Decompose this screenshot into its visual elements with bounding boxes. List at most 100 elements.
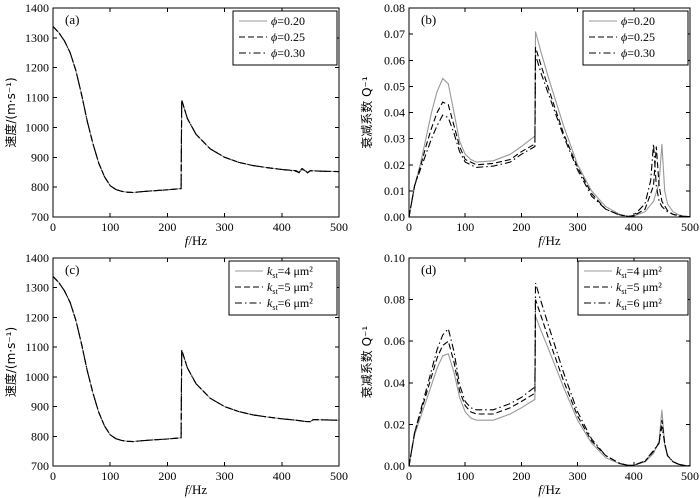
legend-entry: ϕ=0.25: [271, 30, 305, 44]
legend-value: =0.25: [277, 30, 305, 44]
panel-label: (b): [421, 12, 436, 27]
legend-value: =0.25: [627, 30, 655, 44]
series-line-3: [409, 54, 690, 217]
y-tick-label: 0.04: [384, 106, 405, 120]
legend-value: =5 μm²: [627, 280, 663, 294]
y-tick-label: 1400: [25, 251, 49, 265]
x-axis-label: f/Hz: [538, 482, 561, 497]
y-tick-label: 0.00: [384, 210, 405, 224]
x-tick-label: 200: [158, 220, 176, 234]
legend-variable: k: [267, 280, 273, 294]
y-tick-label: 1000: [25, 120, 49, 134]
y-tick-label: 800: [31, 180, 49, 194]
x-tick-label: 500: [330, 220, 348, 234]
y-tick-label: 0.01: [384, 184, 405, 198]
x-axis-label: f/Hz: [538, 233, 561, 248]
y-tick-label: 1200: [25, 310, 49, 324]
plot-frame: [52, 7, 340, 218]
plot-frame: [408, 257, 691, 467]
y-tick-label: 0.04: [384, 376, 405, 390]
legend-variable: k: [616, 264, 622, 278]
legend-value: =0.30: [627, 46, 655, 60]
x-tick-label: 0: [406, 220, 412, 234]
panel-label: (a): [65, 12, 79, 27]
series-line-1: [409, 316, 690, 466]
x-tick-label: 300: [216, 220, 234, 234]
legend-value: =0.30: [277, 46, 305, 60]
plot-frame: [52, 257, 340, 467]
legend-value: =4 μm²: [278, 264, 314, 278]
y-tick-label: 0.02: [384, 417, 405, 431]
y-tick-label: 700: [31, 210, 49, 224]
x-tick-label: 100: [101, 220, 119, 234]
y-tick-label: 0.06: [384, 334, 405, 348]
legend-entry: kst=5 μm²: [267, 280, 313, 296]
x-tick-label: 400: [273, 469, 291, 483]
legend-entry: kst=4 μm²: [267, 264, 313, 280]
y-axis-label: 速度/(m·s⁻¹): [3, 77, 18, 147]
y-tick-label: 0.02: [384, 158, 405, 172]
y-tick-label: 1200: [25, 61, 49, 75]
legend-value: =6 μm²: [627, 296, 663, 310]
legend: ϕ=0.20ϕ=0.25ϕ=0.30: [232, 10, 338, 66]
series-line-3: [409, 282, 690, 466]
legend-subscript: st: [621, 303, 627, 312]
x-axis-label: f/Hz: [185, 482, 208, 497]
y-tick-label: 1100: [25, 91, 49, 105]
legend-box: [582, 10, 689, 66]
series-line-1: [409, 31, 690, 217]
x-tick-label: 400: [625, 469, 643, 483]
x-tick-label: 400: [625, 220, 643, 234]
y-tick-label: 0.05: [384, 79, 405, 93]
y-axis-label: 速度/(m·s⁻¹): [3, 327, 18, 397]
y-axis-label: 衰减系数 Q⁻¹: [359, 76, 374, 149]
x-tick-label: 200: [158, 469, 176, 483]
chart-panel-a: 0 100 200 300 400 500 700 800 900 1000 1100 1200 130…: [3, 1, 348, 248]
legend-entry: kst=6 μm²: [267, 296, 313, 312]
y-tick-label: 1300: [25, 281, 49, 295]
x-tick-label: 100: [456, 220, 474, 234]
legend-subscript: st: [621, 287, 627, 296]
legend-subscript: st: [621, 271, 627, 280]
legend-variable: k: [616, 280, 622, 294]
y-tick-label: 0.03: [384, 132, 405, 146]
legend-variable: ϕ: [271, 30, 277, 44]
legend-entry: kst=6 μm²: [616, 296, 662, 312]
y-tick-label: 0.08: [384, 1, 405, 15]
y-tick-label: 800: [31, 429, 49, 443]
x-tick-label: 0: [406, 469, 412, 483]
series-line-3: [53, 26, 339, 194]
y-tick-label: 0.10: [384, 251, 405, 265]
x-tick-label: 100: [101, 469, 119, 483]
panel-label: (d): [421, 262, 436, 277]
legend-variable: ϕ: [621, 46, 627, 60]
x-tick-label: 500: [330, 469, 348, 483]
legend-value: =0.20: [277, 14, 305, 28]
legend-variable: ϕ: [271, 14, 277, 28]
x-axis-label-unit: /Hz: [542, 233, 561, 248]
x-tick-label: 200: [512, 220, 530, 234]
y-tick-label: 1400: [25, 1, 49, 15]
panel-label: (c): [65, 262, 79, 277]
legend-value: =6 μm²: [278, 296, 314, 310]
x-axis-label-unit: /Hz: [188, 233, 207, 248]
x-tick-label: 500: [681, 220, 699, 234]
legend-box: [228, 260, 338, 316]
legend-entry: kst=4 μm²: [616, 264, 662, 280]
x-axis-label-variable: f: [185, 233, 191, 248]
legend-value: =0.20: [627, 14, 655, 28]
y-tick-label: 0.00: [384, 459, 405, 473]
legend-variable: ϕ: [621, 30, 627, 44]
x-axis-label-unit: /Hz: [542, 482, 561, 497]
x-tick-label: 300: [569, 469, 587, 483]
y-tick-label: 900: [31, 150, 49, 164]
x-axis-label-variable: f: [538, 482, 544, 497]
x-tick-label: 300: [216, 469, 234, 483]
x-axis-label: f/Hz: [185, 233, 208, 248]
legend-subscript: st: [272, 287, 278, 296]
legend-variable: k: [267, 296, 273, 310]
legend-value: =5 μm²: [278, 280, 314, 294]
